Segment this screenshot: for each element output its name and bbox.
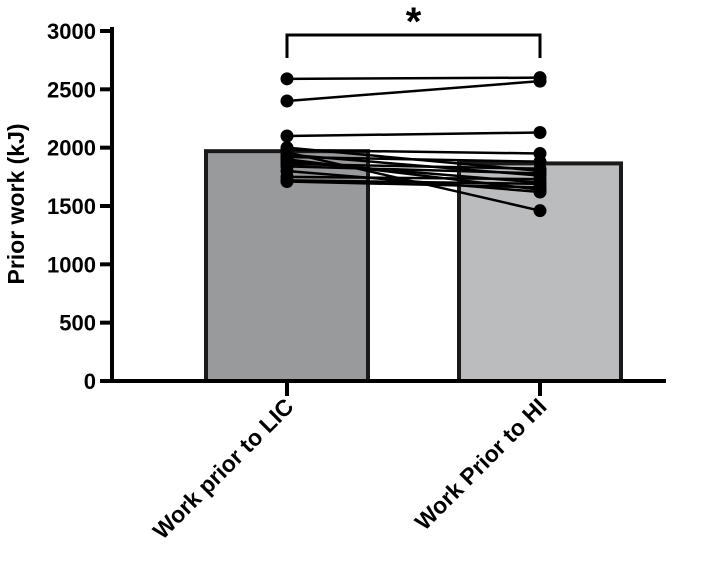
significance-bracket: * [285,0,542,58]
y-axis-title: Prior work (kJ) [3,123,29,284]
paired-line-15 [286,179,541,186]
data-point-16-2 [533,180,547,194]
data-point-1-1 [280,72,294,86]
paired-line-2 [286,79,541,103]
paired-line-11 [286,162,541,170]
paired-line-3 [286,131,541,138]
y-tick-label: 2500 [47,77,96,102]
x-tick-label-1: Work prior to LIC [148,393,299,544]
bar-1 [204,149,370,383]
data-point-3-1 [280,129,294,143]
points-layer [280,71,547,218]
data-point-16-1 [280,175,294,188]
data-point-2-2 [533,74,547,88]
bars-layer [204,149,623,383]
y-tick-label: 3000 [47,19,96,44]
bar-2 [457,161,623,383]
data-point-3-2 [533,126,547,139]
data-point-6-2 [533,204,547,218]
y-tick-label: 500 [59,311,96,336]
y-ticks: 0 500 1000 1500 2000 2500 3000 [47,19,112,394]
x-tick-label-2: Work Prior to HI [410,393,552,535]
significance-marker: * [406,0,422,44]
y-tick-label: 1500 [47,194,96,219]
paired-line-5 [286,148,541,155]
paired-line-12 [286,165,541,175]
paired-line-14 [286,175,541,181]
data-point-2-1 [280,94,294,108]
x-ticks: Work prior to LIC Work Prior to HI [148,381,552,544]
paired-lines-layer [286,76,541,212]
paired-line-16 [286,180,541,189]
bracket-line [285,33,542,58]
paired-line-1 [286,76,541,81]
y-tick-label: 2000 [47,136,96,161]
paired-line-8 [286,155,541,163]
y-tick-label: 1000 [47,252,96,277]
y-tick-label: 0 [84,369,96,394]
